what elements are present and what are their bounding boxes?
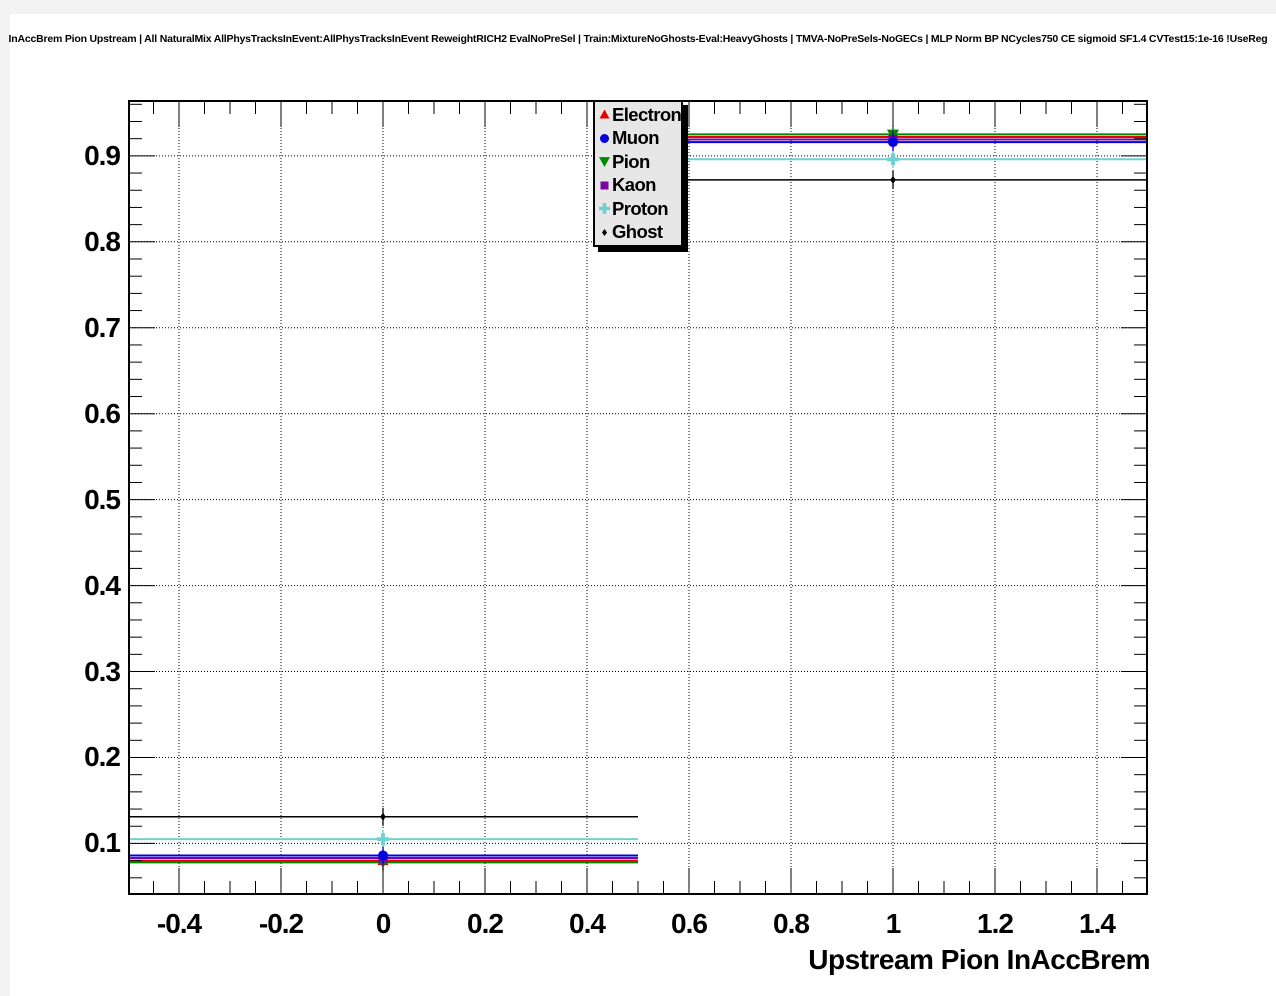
gridlines (129, 101, 1147, 894)
y-tick-label: 0.7 (84, 311, 121, 343)
series-proton (128, 150, 1148, 849)
cross-marker-icon (599, 203, 610, 215)
legend-label: Electron (612, 103, 682, 125)
legend-entry-electron: Electron (597, 103, 682, 127)
legend-entry-proton: Proton (597, 197, 681, 221)
chart-title: InAccBrem Pion Upstream | All NaturalMix… (8, 33, 1268, 45)
series-ghost (128, 170, 1148, 826)
y-tick-label: 0.5 (84, 483, 121, 515)
diamond-marker-icon (601, 228, 608, 236)
legend: Electron Muon Pion Kaon Proton Ghost (593, 100, 683, 247)
x-tick-label: -0.2 (258, 908, 304, 939)
legend-entry-pion: Pion (597, 150, 681, 174)
legend-entry-kaon: Kaon (597, 174, 681, 198)
x-tick-label: 0.6 (671, 908, 708, 939)
y-tick-label: 0.6 (84, 397, 121, 429)
x-tick-label: -0.4 (156, 908, 202, 939)
triangle-up-marker-icon (599, 109, 610, 119)
circle-marker-icon (600, 133, 609, 143)
y-tick-label: 0.8 (84, 225, 121, 257)
y-tick-label: 0.1 (84, 827, 121, 859)
y-tick-label: 0.9 (84, 139, 121, 171)
legend-entry-muon: Muon (597, 127, 681, 151)
legend-label: Proton (612, 197, 669, 219)
square-marker-icon (600, 181, 609, 190)
axis-ticks (129, 101, 1147, 894)
y-tick-label: 0.2 (84, 741, 121, 773)
x-axis-title: Upstream Pion InAccBrem (808, 944, 1150, 975)
x-tick-label: 1.4 (1079, 908, 1116, 939)
x-tick-label: 1 (885, 908, 902, 939)
legend-entry-ghost: Ghost (597, 221, 681, 245)
legend-label: Ghost (612, 221, 663, 243)
legend-label: Muon (612, 127, 660, 149)
x-tick-label: 1.2 (977, 908, 1014, 939)
x-tick-label: 0.2 (467, 908, 504, 939)
window-margin-left (0, 0, 10, 996)
x-tick-label: 0 (375, 908, 392, 939)
x-tick-label: 0.8 (773, 908, 810, 939)
legend-label: Kaon (612, 174, 656, 196)
y-tick-label: 0.3 (84, 655, 121, 687)
legend-label: Pion (612, 150, 650, 172)
x-tick-label: 0.4 (569, 908, 606, 939)
y-tick-label: 0.4 (84, 569, 121, 601)
window-margin-top (0, 0, 1276, 14)
triangle-down-marker-icon (599, 157, 610, 168)
series-muon (128, 133, 1148, 865)
